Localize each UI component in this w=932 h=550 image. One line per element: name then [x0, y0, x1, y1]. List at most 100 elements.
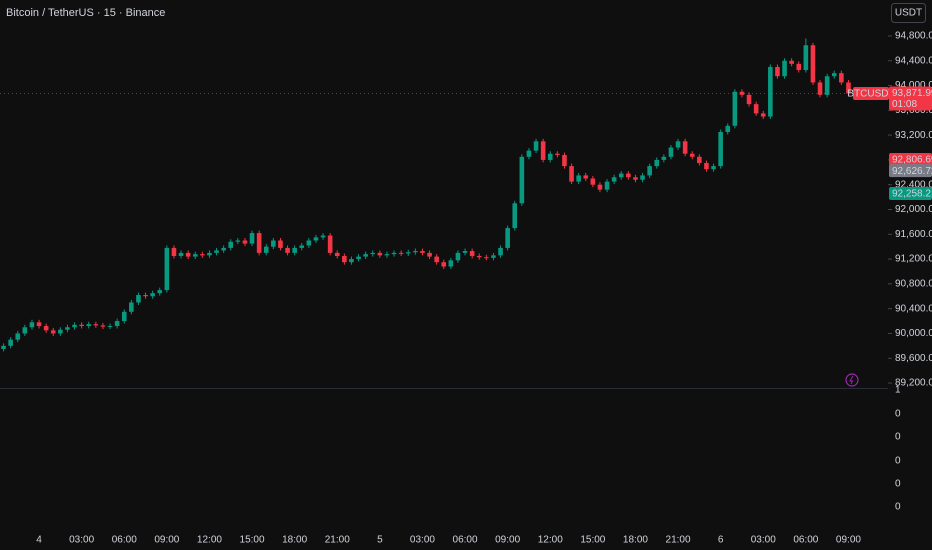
- candle-body: [306, 240, 312, 246]
- candle-body: [462, 251, 468, 253]
- candle-body: [555, 153, 560, 155]
- candle-body: [292, 247, 297, 253]
- candle-body: [760, 113, 766, 117]
- candle-body: [50, 330, 56, 334]
- candle-body: [782, 60, 787, 77]
- last-price-tag: [889, 86, 932, 111]
- candle-body: [334, 252, 340, 256]
- candle-body: [391, 252, 397, 255]
- candle-body: [789, 60, 794, 64]
- x-tick-label: 15:00: [580, 535, 605, 546]
- candle-body: [505, 228, 510, 248]
- candle-body: [654, 159, 660, 167]
- candle-body: [618, 173, 624, 178]
- candle-body: [626, 173, 631, 178]
- candle-body: [668, 147, 674, 157]
- candle-body: [831, 73, 837, 77]
- candle-body: [370, 252, 376, 255]
- candle-body: [1, 345, 6, 349]
- y-tick-label: 91,600.00: [895, 229, 932, 240]
- candle-body: [65, 327, 70, 330]
- lower-pane-tick-label: 0: [895, 502, 901, 513]
- candle-body: [405, 252, 411, 254]
- alert-icon[interactable]: [845, 373, 859, 387]
- y-tick-label: 89,200.00: [895, 378, 932, 389]
- candle-body: [320, 235, 326, 238]
- candle-body: [72, 324, 77, 328]
- candle-body: [327, 235, 333, 253]
- candle-body: [576, 175, 581, 182]
- candle-body: [697, 156, 702, 164]
- price-tag: [889, 164, 932, 178]
- candle-body: [342, 255, 347, 263]
- x-tick-label: 21:00: [666, 535, 691, 546]
- x-tick-label: 03:00: [410, 535, 435, 546]
- lower-pane-tick-label: 0: [895, 409, 901, 420]
- candle-body: [476, 255, 482, 258]
- candle-body: [633, 177, 638, 180]
- y-tick-label: 90,800.00: [895, 279, 932, 290]
- candle-body: [590, 178, 596, 185]
- candle-body: [36, 322, 42, 327]
- countdown-label: 01:08: [892, 99, 917, 110]
- candle-body: [732, 91, 738, 126]
- candle-body: [420, 251, 425, 253]
- candle-body: [143, 295, 148, 297]
- candle-body: [689, 153, 695, 157]
- price-tag-label: 92,626.72: [892, 166, 932, 177]
- candle-body: [221, 247, 226, 251]
- candle-body: [242, 240, 248, 244]
- candle-body: [796, 63, 802, 71]
- candle-body: [455, 252, 461, 261]
- candle-body: [249, 233, 255, 244]
- candle-body: [185, 252, 191, 257]
- candle-body: [22, 327, 28, 334]
- x-tick-label: 4: [36, 535, 42, 546]
- candle-body: [8, 339, 13, 346]
- candle-body: [214, 250, 219, 253]
- lower-pane-tick-label: 1: [895, 385, 901, 396]
- price-tag-label: 92,258.21: [892, 189, 932, 200]
- candle-body: [29, 322, 35, 328]
- candle-body: [363, 254, 368, 257]
- candle-body: [427, 252, 432, 257]
- candle-body: [753, 104, 759, 114]
- candle-body: [498, 247, 503, 256]
- y-tick-label: 92,000.00: [895, 204, 932, 215]
- candle-body: [611, 177, 617, 182]
- candle-body: [228, 241, 234, 248]
- x-tick-label: 18:00: [623, 535, 648, 546]
- candle-body: [263, 246, 269, 253]
- price-tag: [889, 186, 932, 200]
- x-tick-label: 09:00: [495, 535, 520, 546]
- candle-body: [711, 166, 716, 170]
- candle-body: [647, 166, 652, 176]
- candle-body: [79, 324, 84, 327]
- x-tick-label: 6: [718, 535, 724, 546]
- candle-body: [682, 141, 688, 154]
- currency-button[interactable]: [891, 3, 926, 23]
- candle-body: [107, 326, 113, 328]
- candle-body: [547, 153, 553, 160]
- last-price-label: 93,871.99: [892, 88, 932, 99]
- lower-pane-tick-label: 0: [895, 479, 901, 490]
- candle-body: [839, 73, 844, 83]
- symbol-tag-label: BTCUSDT: [847, 89, 894, 100]
- candle-body: [768, 66, 773, 117]
- candle-body: [434, 256, 439, 263]
- candle-body: [413, 251, 418, 253]
- x-tick-label: 03:00: [69, 535, 94, 546]
- candle-body: [583, 175, 589, 179]
- lower-pane-tick-label: 0: [895, 432, 901, 443]
- x-tick-label: 21:00: [325, 535, 350, 546]
- candle-body: [526, 150, 532, 157]
- candle-body: [817, 82, 823, 95]
- candle-body: [604, 181, 610, 190]
- y-tick-label: 94,800.00: [895, 31, 932, 42]
- candle-body: [718, 132, 723, 167]
- candle-body: [377, 252, 383, 256]
- x-tick-label: 09:00: [154, 535, 179, 546]
- candle-body: [43, 326, 49, 331]
